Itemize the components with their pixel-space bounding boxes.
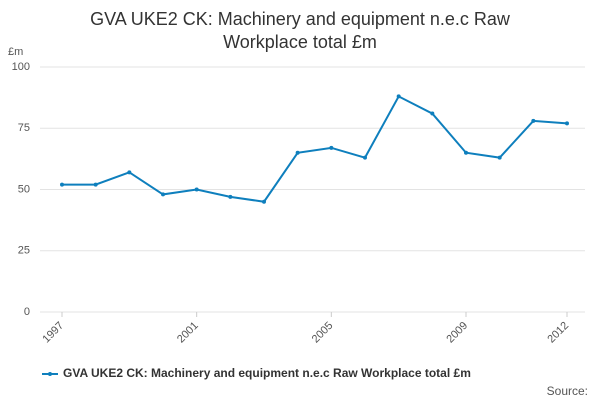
point [194,187,199,192]
x-tick-label: 2012 [545,320,571,346]
point [295,150,300,155]
x-tick-label: 2005 [310,320,336,346]
point [127,170,132,175]
point [565,121,569,126]
point [363,155,367,160]
point [329,145,334,150]
x-tick-label: 1997 [40,320,66,346]
legend-label: GVA UKE2 CK: Machinery and equipment n.e… [63,366,471,380]
source: Source: [547,384,588,398]
x-tick-label: 2001 [175,320,201,346]
point [497,155,502,160]
point [228,194,233,199]
y-axis-label: £m [8,46,23,58]
point [262,199,266,204]
point [531,118,536,123]
y-tick-label: 0 [24,306,30,318]
line [62,95,568,203]
chart-title: GVA UKE2 CK: Machinery and equipment n.e… [90,9,510,52]
y-tick-label: 100 [12,61,30,73]
point [93,182,98,187]
y-tick-label: 50 [18,183,30,195]
legend-marker [48,372,52,376]
point [430,111,435,116]
y-tick-label: 25 [18,245,30,257]
point [161,192,165,197]
point [396,94,401,99]
y-tick-label: 75 [18,122,30,134]
point [464,150,468,155]
x-tick-label: 2009 [444,320,470,346]
point [60,182,64,187]
